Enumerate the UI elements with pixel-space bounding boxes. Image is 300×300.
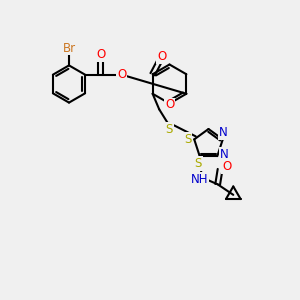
Text: S: S: [165, 123, 173, 136]
Text: O: O: [165, 98, 174, 112]
Text: O: O: [222, 160, 231, 173]
Text: O: O: [96, 48, 105, 62]
Text: S: S: [184, 133, 191, 146]
Text: N: N: [219, 126, 228, 139]
Text: O: O: [157, 50, 166, 63]
Text: O: O: [117, 68, 126, 81]
Text: S: S: [194, 157, 202, 170]
Text: NH: NH: [191, 173, 208, 186]
Text: N: N: [220, 148, 228, 161]
Text: Br: Br: [62, 41, 76, 55]
